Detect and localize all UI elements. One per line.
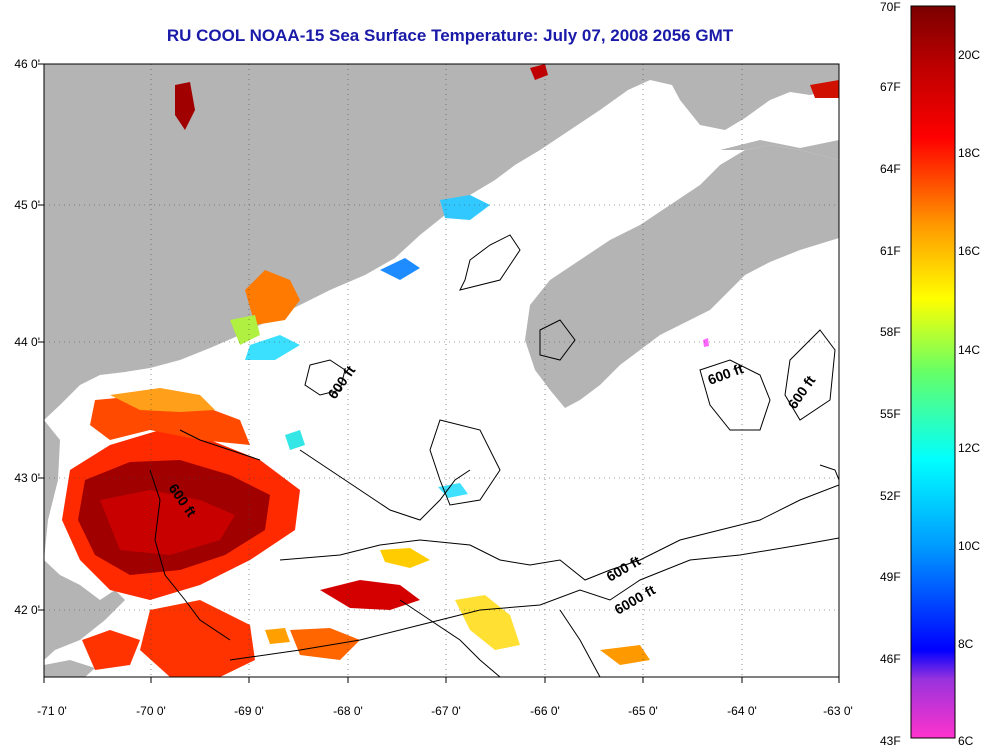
colorbar-f-label: 43F (880, 734, 901, 748)
colorbar-f-label: 55F (880, 407, 901, 421)
colorbar (910, 5, 956, 739)
lat-label: 42 0' (14, 603, 40, 617)
colorbar-c-label: 12C (958, 441, 981, 455)
colorbar-f-label: 70F (880, 0, 901, 14)
sst-patches (62, 64, 839, 677)
axis-ticks (38, 63, 840, 683)
colorbar-c-label: 10C (958, 539, 981, 553)
land-massachusetts (44, 420, 125, 660)
colorbar-c-label: 8C (958, 637, 974, 651)
map-frame (43, 63, 840, 678)
lon-label: -66 0' (530, 704, 560, 718)
lon-label: -64 0' (727, 704, 757, 718)
lat-label: 43 0' (14, 471, 40, 485)
lon-label: -71 0' (37, 704, 67, 718)
colorbar-f-label: 46F (880, 652, 901, 666)
colorbar-c-label: 18C (958, 146, 981, 160)
colorbar-f-label: 64F (880, 162, 901, 176)
graticule (44, 64, 839, 677)
lon-label: -70 0' (136, 704, 166, 718)
lon-label: -63 0' (823, 704, 853, 718)
colorbar-c-label: 20C (958, 48, 981, 62)
land-nantucket (44, 660, 95, 677)
lat-label: 46 0' (14, 57, 40, 71)
land-gulf-shore (720, 140, 839, 160)
lon-label: -69 0' (234, 704, 264, 718)
map-title: RU COOL NOAA-15 Sea Surface Temperature:… (166, 26, 734, 45)
colorbar-f-label: 67F (880, 80, 901, 94)
colorbar-f-label: 58F (880, 325, 901, 339)
colorbar-c-label: 16C (958, 244, 981, 258)
lon-label: -68 0' (333, 704, 363, 718)
colorbar-c-label: 14C (958, 343, 981, 357)
lat-label: 44 0' (14, 335, 40, 349)
colorbar-f-label: 49F (880, 570, 901, 584)
colorbar-c-label: 6C (958, 734, 974, 748)
lon-label: -65 0' (628, 704, 658, 718)
lat-label: 45 0' (14, 198, 40, 212)
lon-label: -67 0' (431, 704, 461, 718)
land-nova-scotia (525, 145, 839, 408)
colorbar-f-label: 52F (880, 489, 901, 503)
colorbar-f-label: 61F (880, 244, 901, 258)
isobath-contours (149, 234, 839, 677)
